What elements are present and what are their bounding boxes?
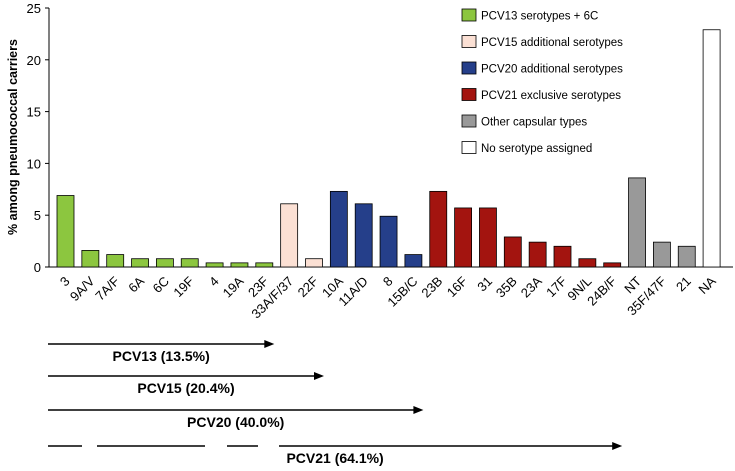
legend-label-pcv20: PCV20 additional serotypes <box>481 64 623 76</box>
bar-9n-l <box>578 258 597 268</box>
bar-35f-47f <box>653 241 671 268</box>
legend-label-pcv15: PCV15 additional serotypes <box>481 37 623 49</box>
x-tick-label: 6C <box>150 274 172 296</box>
x-tick-label: 21 <box>673 274 694 295</box>
x-tick-label: 3 <box>57 274 73 290</box>
legend-swatch-pcv20 <box>461 61 477 75</box>
pcv15-arrow-head <box>314 372 324 380</box>
bar-24b-f <box>603 262 622 268</box>
x-tick-label: 7A/F <box>92 273 122 303</box>
bar-7a-f <box>106 254 125 268</box>
pcv20-coverage-label: PCV20 (40.0%) <box>187 414 284 430</box>
y-tick-label: 10 <box>27 156 41 171</box>
x-tick-label: 6A <box>125 273 147 295</box>
x-tick-label: 22F <box>295 273 321 299</box>
bars-group <box>56 29 721 268</box>
bar-21 <box>677 245 696 268</box>
bar-11a-d <box>354 203 373 268</box>
bar-10a <box>329 190 348 268</box>
x-tick-label: 17F <box>543 273 569 299</box>
legend-swatch-none <box>461 141 477 154</box>
pcv21-arrow-gap <box>205 443 227 449</box>
x-tick-label: 4 <box>206 274 222 290</box>
x-tick-label: 35B <box>493 274 520 301</box>
pcv21-coverage-label: PCV21 (64.1%) <box>286 450 383 466</box>
legend: PCV13 serotypes + 6C PCV15 additional ser… <box>461 8 623 155</box>
pcv21-arrow-gap <box>82 443 97 449</box>
pcv15-coverage-label: PCV15 (20.4%) <box>137 380 234 396</box>
bar-31 <box>479 207 497 268</box>
bar-8 <box>379 215 398 268</box>
bar-4 <box>205 262 224 268</box>
bar-6c <box>155 258 174 268</box>
pcv20-arrow-head <box>413 406 424 414</box>
legend-swatch-pcv13 <box>461 8 477 22</box>
y-axis-ticks: 0 5 10 15 20 25 <box>27 1 49 275</box>
y-tick-label: 20 <box>27 53 41 68</box>
bar-na <box>702 29 721 268</box>
legend-label-pcv13: PCV13 serotypes + 6C <box>481 11 598 23</box>
x-tick-label: 19F <box>170 273 196 299</box>
x-tick-label: 16F <box>444 273 470 299</box>
legend-swatch-other <box>461 114 477 128</box>
x-tick-label: 23B <box>418 274 445 301</box>
legend-label-other: Other capsular types <box>481 117 587 129</box>
bar-33a-f-37 <box>280 203 299 268</box>
bar-19f <box>180 258 199 268</box>
x-tick-label: 8 <box>380 274 396 290</box>
bar-9a-v <box>81 250 100 268</box>
legend-label-pcv21: PCV21 exclusive serotypes <box>481 90 621 102</box>
bar-23f <box>255 262 274 268</box>
x-tick-label: 19A <box>220 273 247 300</box>
vaccine-coverage-arrows: PCV13 (13.5%) PCV15 (20.4%) PCV20 (40.0%) P… <box>48 340 623 466</box>
y-tick-label: 25 <box>27 1 41 16</box>
x-tick-label: 9A/V <box>67 273 98 304</box>
x-tick-label: NA <box>695 273 719 297</box>
bar-16f <box>454 207 473 268</box>
bar-nt <box>628 177 646 268</box>
y-tick-label: 5 <box>34 208 41 223</box>
bar-6a <box>131 258 149 268</box>
bar-23a <box>528 241 547 268</box>
bar-35b <box>503 236 522 268</box>
bar-23b <box>429 190 448 268</box>
x-tick-label: 24B/F <box>584 273 619 308</box>
bar-17f <box>553 245 572 268</box>
y-tick-label: 15 <box>27 105 41 120</box>
y-tick-label: 0 <box>34 260 41 275</box>
legend-swatch-pcv21 <box>461 88 477 101</box>
bar-22f <box>305 258 323 268</box>
pcv13-coverage-label: PCV13 (13.5%) <box>113 348 210 364</box>
legend-swatch-pcv15 <box>461 35 477 48</box>
bar-15b-c <box>404 254 423 268</box>
y-axis-title: % among pneumococcal carriers <box>6 39 20 235</box>
pcv21-arrow-gap <box>258 443 279 449</box>
x-tick-label: 31 <box>474 274 495 295</box>
x-tick-label: 23A <box>518 273 545 300</box>
bar-19a <box>230 262 249 268</box>
pcv13-arrow-head <box>264 340 275 348</box>
bar-3 <box>56 195 75 268</box>
legend-label-none: No serotype assigned <box>481 143 592 155</box>
pcv21-arrow-head <box>612 442 623 450</box>
